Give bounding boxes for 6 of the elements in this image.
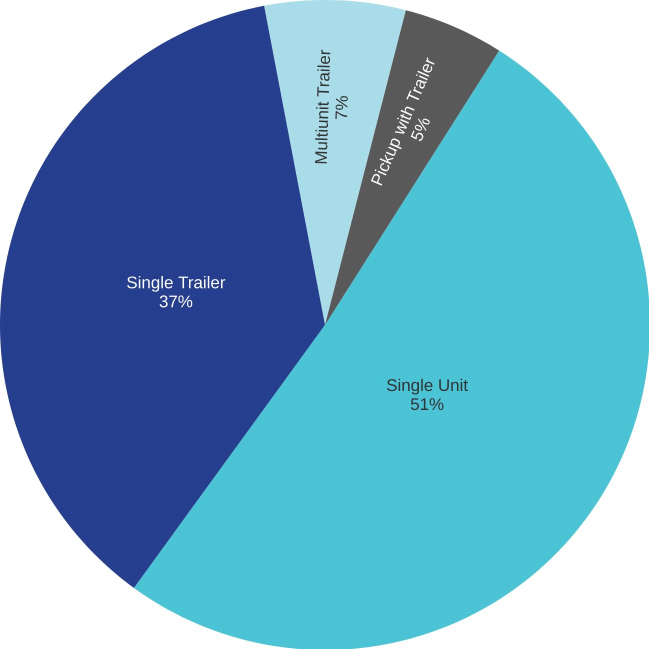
slice-label: Single Unit	[386, 378, 468, 394]
slice-label: Multiunit Trailer	[315, 50, 330, 164]
slice-label: Single Trailer	[127, 276, 226, 292]
data-label: 7%	[335, 96, 348, 119]
data-label: 37%	[160, 295, 192, 308]
data-label: 51%	[410, 398, 444, 410]
